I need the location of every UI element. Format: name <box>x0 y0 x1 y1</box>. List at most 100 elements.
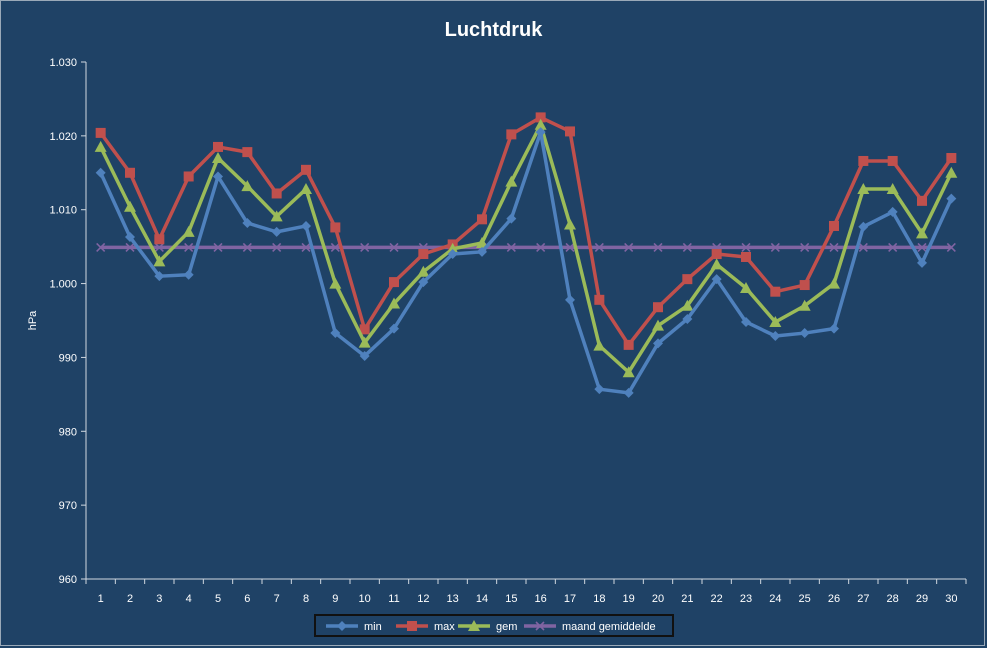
data-point-maand-gemiddelde <box>653 242 663 252</box>
data-point-min <box>770 331 781 342</box>
data-point-gem <box>593 339 606 351</box>
data-point-maand-gemiddelde <box>125 242 135 252</box>
x-tick-label: 5 <box>215 593 221 605</box>
data-point-gem <box>300 183 312 195</box>
y-tick-label: 990 <box>59 352 77 364</box>
series-gem <box>94 118 958 378</box>
chart-title: Luchtdruk <box>444 19 543 41</box>
data-point-min <box>183 269 194 280</box>
legend-item-gem: gem <box>458 620 517 633</box>
data-point-max <box>301 164 311 175</box>
data-point-max <box>477 214 487 225</box>
data-point-max <box>125 167 135 178</box>
data-point-max <box>418 249 429 260</box>
data-point-gem <box>358 336 371 348</box>
data-point-min <box>330 328 341 339</box>
series-max <box>95 112 957 350</box>
x-tick-label: 27 <box>857 593 869 605</box>
data-point-maand-gemiddelde <box>741 242 751 252</box>
x-tick-label: 21 <box>681 593 693 605</box>
data-point-maand-gemiddelde <box>389 242 399 252</box>
legend-marker-min <box>337 621 347 631</box>
x-tick-label: 6 <box>244 593 250 605</box>
data-point-maand-gemiddelde <box>770 242 780 252</box>
data-point-max <box>535 112 546 123</box>
legend-item-min: min <box>326 621 382 633</box>
series-line-min <box>99 130 953 395</box>
data-point-min <box>154 271 165 282</box>
data-point-maand-gemiddelde <box>506 242 516 252</box>
data-point-gem <box>945 166 958 178</box>
data-point-min <box>242 218 253 229</box>
data-point-min <box>95 167 106 178</box>
data-point-min <box>623 387 634 398</box>
data-point-min <box>917 257 927 268</box>
x-tick-label: 10 <box>359 593 371 605</box>
x-tick-label: 12 <box>417 593 429 605</box>
data-point-maand-gemiddelde <box>96 242 106 252</box>
x-tick-label: 26 <box>828 593 840 605</box>
data-point-gem <box>417 265 430 277</box>
x-tick-label: 11 <box>388 593 399 605</box>
data-point-min <box>653 338 663 349</box>
x-tick-label: 7 <box>274 593 280 605</box>
legend-item-max: max <box>396 621 455 633</box>
data-point-max <box>154 234 165 245</box>
data-point-gem <box>270 210 283 222</box>
data-point-maand-gemiddelde <box>272 242 282 252</box>
data-point-max <box>887 155 898 166</box>
x-tick-label: 30 <box>945 593 957 605</box>
data-point-gem <box>212 152 224 164</box>
data-point-gem <box>769 315 782 327</box>
data-point-maand-gemiddelde <box>360 242 370 252</box>
y-tick-label: 1.020 <box>49 131 77 143</box>
data-point-max <box>271 188 282 199</box>
y-axis-title: hPa <box>27 310 39 330</box>
y-tick-label: 970 <box>59 500 77 512</box>
x-tick-label: 28 <box>887 593 899 605</box>
legend-marker-gem <box>468 620 480 631</box>
x-tick-label: 18 <box>593 593 605 605</box>
data-point-maand-gemiddelde <box>682 242 692 252</box>
legend-label-maand-gemiddelde: maand gemiddelde <box>562 621 656 633</box>
legend-label-max: max <box>434 621 455 633</box>
data-point-min <box>535 127 546 138</box>
data-point-gem <box>182 225 195 237</box>
x-tick-label: 13 <box>447 593 459 605</box>
legend-label-gem: gem <box>496 621 517 633</box>
data-point-gem <box>622 366 635 378</box>
x-tick-label: 23 <box>740 593 752 605</box>
data-point-maand-gemiddelde <box>594 242 604 252</box>
x-tick-label: 20 <box>652 593 664 605</box>
data-point-min <box>741 316 751 327</box>
legend: min max gem maand gemiddelde <box>314 614 674 637</box>
y-tick-label: 1.030 <box>49 57 77 69</box>
data-point-max <box>565 126 575 137</box>
data-point-maand-gemiddelde <box>917 242 927 252</box>
data-point-min <box>506 213 517 224</box>
data-point-maand-gemiddelde <box>565 242 575 252</box>
x-tick-label: 8 <box>303 593 309 605</box>
data-point-maand-gemiddelde <box>946 242 956 252</box>
data-point-min <box>887 206 898 217</box>
x-tick-label: 4 <box>186 593 192 605</box>
data-point-maand-gemiddelde <box>242 242 252 252</box>
data-point-gem <box>505 175 518 187</box>
data-point-maand-gemiddelde <box>213 242 223 252</box>
data-point-gem <box>681 299 694 311</box>
x-tick-label: 17 <box>564 593 576 605</box>
data-point-max <box>183 171 194 182</box>
series-line-gem <box>99 123 953 374</box>
data-point-gem <box>798 299 811 311</box>
data-point-gem <box>476 236 488 248</box>
data-point-max <box>917 195 927 206</box>
data-point-gem <box>564 218 576 230</box>
data-point-maand-gemiddelde <box>624 242 634 252</box>
data-point-min <box>799 328 810 339</box>
data-point-maand-gemiddelde <box>858 242 868 252</box>
data-point-gem <box>388 297 400 309</box>
data-point-gem <box>446 242 459 254</box>
data-point-max <box>95 127 106 138</box>
